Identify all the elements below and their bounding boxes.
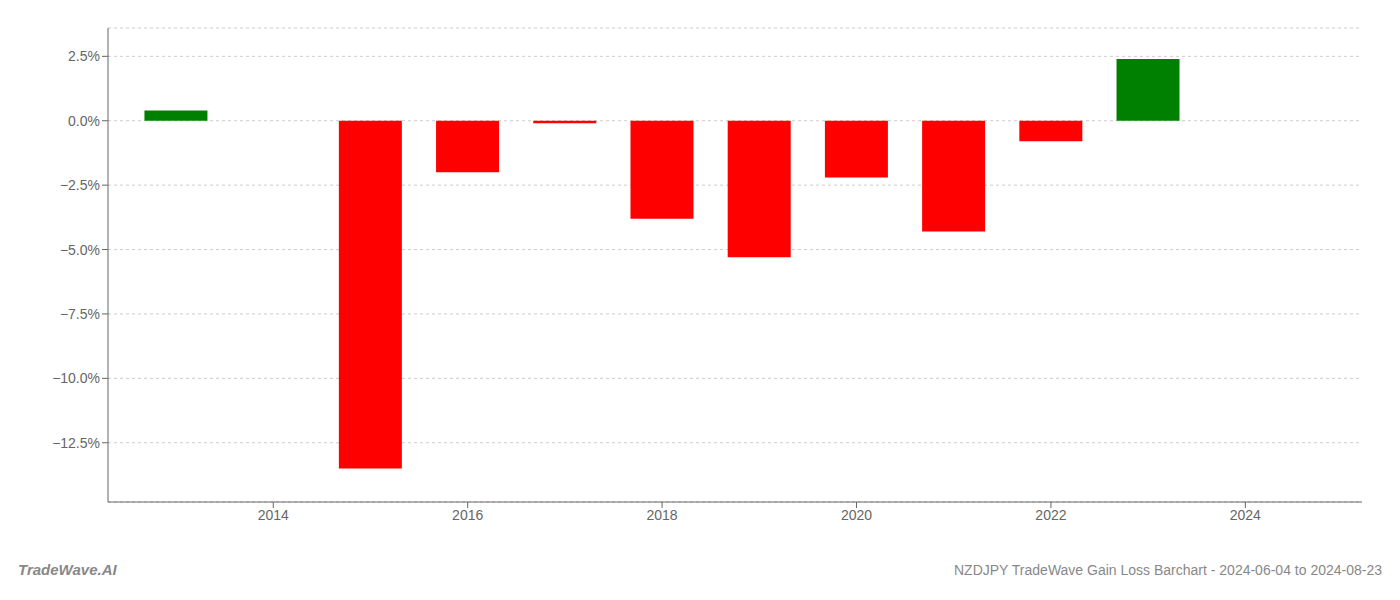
html-text:TradeWave.AI: TradeWave.AI: [18, 561, 117, 578]
svg-text:2018: 2018: [647, 507, 678, 523]
svg-text:0.0%: 0.0%: [68, 113, 100, 129]
svg-text:−12.5%: −12.5%: [52, 435, 100, 451]
svg-text:2.5%: 2.5%: [68, 48, 100, 64]
svg-text:2014: 2014: [258, 507, 289, 523]
svg-text:−2.5%: −2.5%: [60, 177, 100, 193]
svg-text:−7.5%: −7.5%: [60, 306, 100, 322]
svg-text:2020: 2020: [841, 507, 872, 523]
svg-text:2024: 2024: [1230, 507, 1261, 523]
svg-text:−10.0%: −10.0%: [52, 370, 100, 386]
html-text:NZDJPY TradeWave Gain Loss Bar: NZDJPY TradeWave Gain Loss Barchart - 20…: [954, 562, 1382, 578]
svg-text:−5.0%: −5.0%: [60, 242, 100, 258]
svg-text:2016: 2016: [452, 507, 483, 523]
svg-text:2022: 2022: [1035, 507, 1066, 523]
